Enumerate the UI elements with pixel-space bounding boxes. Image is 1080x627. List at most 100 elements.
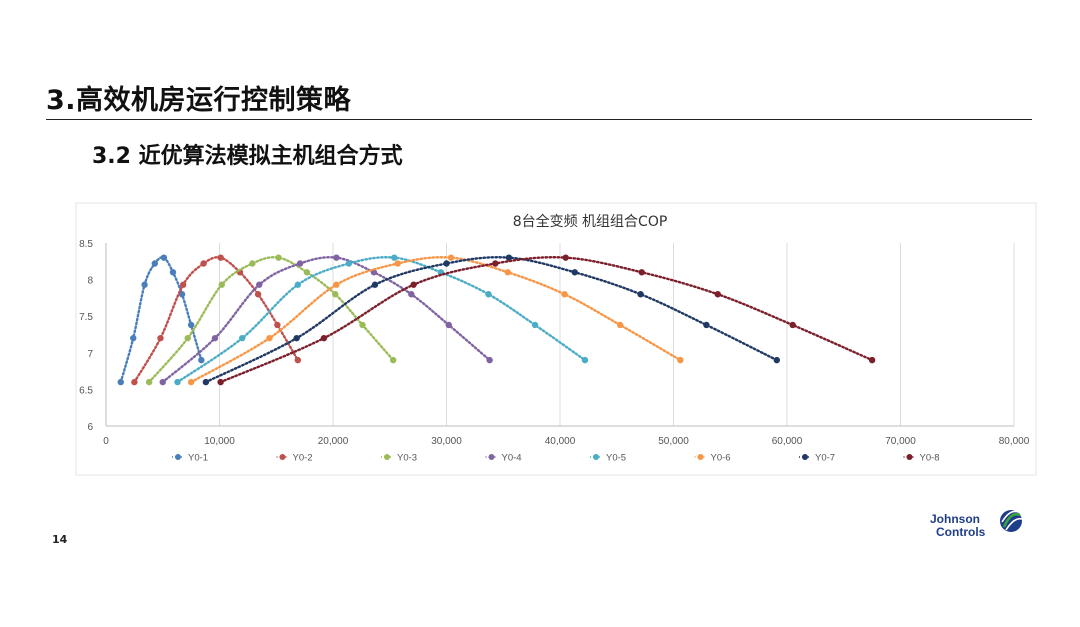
data-point xyxy=(211,334,219,342)
data-point xyxy=(703,321,710,329)
y-tick-label: 7.5 xyxy=(79,312,93,323)
data-point xyxy=(332,291,339,298)
data-point xyxy=(254,291,262,298)
x-tick-label: 70,000 xyxy=(885,436,916,447)
data-point xyxy=(391,254,398,261)
data-point xyxy=(562,254,569,261)
series-trendline-2 xyxy=(133,256,300,384)
slide-title: 3.高效机房运行控制策略 xyxy=(46,85,352,116)
data-point xyxy=(145,378,153,386)
data-point xyxy=(141,281,148,288)
chart-area-border xyxy=(75,202,1037,476)
series-trendline-6 xyxy=(189,256,682,384)
x-tick-label: 30,000 xyxy=(431,436,462,447)
slide-subtitle: 3.2 近优算法模拟主机组合方式 xyxy=(92,144,403,169)
data-point xyxy=(303,269,311,276)
data-point xyxy=(275,254,282,261)
y-tick-label: 6.5 xyxy=(79,385,93,396)
logo-text-line2: Controls xyxy=(936,525,986,539)
y-tick-label: 8 xyxy=(87,276,93,287)
data-point xyxy=(131,378,138,386)
data-point xyxy=(169,269,177,276)
data-point xyxy=(789,321,796,329)
data-point xyxy=(294,281,302,288)
data-point xyxy=(200,260,207,267)
series-trendline-8 xyxy=(219,256,874,384)
data-point xyxy=(266,334,273,342)
data-point xyxy=(218,281,225,288)
legend-label: Y0-3 xyxy=(397,453,417,464)
series-trendline-7 xyxy=(204,256,778,384)
x-tick-label: 0 xyxy=(103,436,109,447)
page-number: 14 xyxy=(52,533,68,546)
data-point xyxy=(217,378,224,386)
data-point xyxy=(320,334,328,342)
series-trendline-3 xyxy=(147,256,395,384)
data-point xyxy=(505,254,513,261)
data-point xyxy=(637,291,644,298)
data-point xyxy=(581,356,589,364)
legend-label: Y0-4 xyxy=(502,453,522,464)
x-tick-label: 10,000 xyxy=(204,436,235,447)
data-point xyxy=(239,334,246,342)
legend-label: Y0-1 xyxy=(188,453,208,464)
data-point xyxy=(359,321,366,329)
data-point xyxy=(157,334,164,342)
data-point xyxy=(443,260,450,267)
data-point xyxy=(130,334,137,342)
data-point xyxy=(256,281,263,288)
data-point xyxy=(714,291,721,298)
data-point xyxy=(333,254,340,261)
data-point xyxy=(677,356,684,364)
x-tick-label: 40,000 xyxy=(545,436,576,447)
data-point xyxy=(198,356,205,364)
data-point xyxy=(333,281,340,288)
company-logo: Johnson Controls xyxy=(930,507,1030,547)
data-point xyxy=(394,260,401,267)
y-tick-label: 6 xyxy=(87,422,93,433)
data-point xyxy=(296,260,304,267)
data-point xyxy=(174,378,181,386)
data-point xyxy=(410,281,417,288)
legend-label: Y0-6 xyxy=(711,453,731,464)
data-point xyxy=(531,321,539,329)
data-point xyxy=(492,260,499,267)
chart-title: 8台全变频 机组组合COP xyxy=(513,213,668,230)
data-point xyxy=(486,356,493,364)
x-tick-label: 50,000 xyxy=(658,436,689,447)
data-point xyxy=(485,291,492,298)
data-point xyxy=(571,269,578,276)
x-tick-label: 20,000 xyxy=(318,436,349,447)
data-point xyxy=(561,291,568,298)
data-point xyxy=(293,334,300,342)
data-point xyxy=(202,378,210,386)
data-point xyxy=(217,254,224,261)
data-point xyxy=(249,260,256,267)
data-point xyxy=(159,378,166,386)
y-tick-label: 8.5 xyxy=(79,239,93,250)
data-point xyxy=(160,254,168,261)
data-point xyxy=(638,269,645,276)
data-point xyxy=(868,356,876,364)
x-tick-label: 60,000 xyxy=(772,436,803,447)
data-point xyxy=(445,321,452,329)
data-point xyxy=(179,281,187,288)
data-point xyxy=(389,356,397,364)
data-point xyxy=(345,260,353,267)
data-point xyxy=(408,291,415,298)
legend-label: Y0-2 xyxy=(293,453,313,464)
data-point xyxy=(294,356,302,364)
data-point xyxy=(151,260,159,267)
data-point xyxy=(371,281,379,288)
data-point xyxy=(184,334,191,342)
data-point xyxy=(187,321,195,329)
logo-swirl-icon xyxy=(1000,510,1023,532)
title-divider xyxy=(46,119,1032,120)
legend-label: Y0-7 xyxy=(815,453,835,464)
data-point xyxy=(447,254,455,261)
data-point xyxy=(616,321,624,329)
x-tick-label: 80,000 xyxy=(999,436,1030,447)
data-point xyxy=(274,321,281,329)
data-point xyxy=(117,378,124,386)
